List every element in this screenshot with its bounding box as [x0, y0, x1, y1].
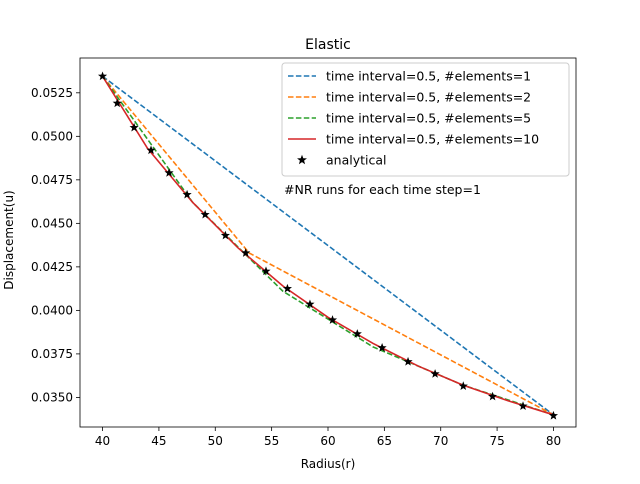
y-tick-label: 0.0475	[31, 173, 73, 187]
x-axis-label: Radius(r)	[301, 457, 356, 471]
chart-title: Elastic	[305, 37, 351, 53]
chart-annotation: #NR runs for each time step=1	[284, 182, 481, 197]
legend-label: time interval=0.5, #elements=10	[326, 132, 539, 147]
y-tick-label: 0.0500	[31, 129, 73, 143]
y-axis-label: Displacement(u)	[2, 190, 16, 289]
y-tick-label: 0.0400	[31, 303, 73, 317]
y-tick-label: 0.0375	[31, 347, 73, 361]
x-tick-label: 60	[320, 434, 335, 448]
x-tick-label: 55	[264, 434, 279, 448]
x-tick-label: 80	[546, 434, 561, 448]
legend-label: time interval=0.5, #elements=1	[326, 69, 531, 84]
legend-label: analytical	[326, 153, 387, 168]
legend-label: time interval=0.5, #elements=5	[326, 111, 531, 126]
legend: time interval=0.5, #elements=1 time inter…	[282, 63, 569, 176]
x-tick-label: 40	[95, 434, 110, 448]
x-tick-label: 50	[208, 434, 223, 448]
y-tick-label: 0.0425	[31, 260, 73, 274]
x-tick-label: 65	[377, 434, 392, 448]
y-tick-label: 0.0450	[31, 216, 73, 230]
y-tick-label: 0.0525	[31, 86, 73, 100]
x-tick-label: 75	[489, 434, 504, 448]
x-tick-label: 45	[151, 434, 166, 448]
x-tick-label: 70	[433, 434, 448, 448]
y-tick-label: 0.0350	[31, 390, 73, 404]
legend-label: time interval=0.5, #elements=2	[326, 90, 531, 105]
